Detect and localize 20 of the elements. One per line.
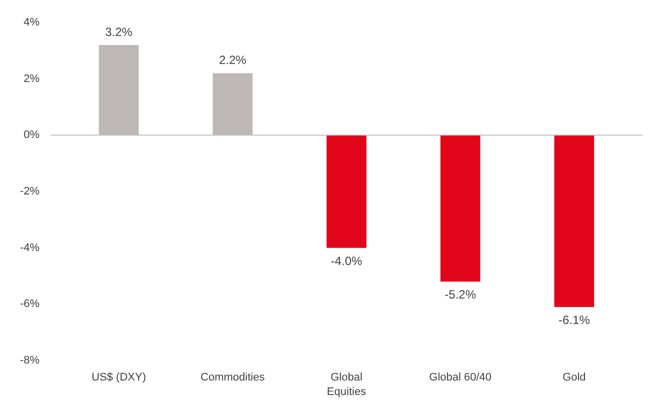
y-tick-label: -6% [20, 298, 40, 310]
x-tick-label: US$ (DXY) [92, 372, 146, 384]
x-tick-label: Global Equities [326, 372, 367, 398]
x-tick-label: Commodities [200, 372, 266, 384]
bar [326, 135, 366, 248]
y-tick-label: -4% [20, 242, 40, 254]
data-label: -4.0% [330, 254, 363, 268]
y-tick-label: -2% [20, 186, 40, 198]
data-label: 2.2% [218, 53, 247, 68]
y-tick-label: 0% [24, 129, 40, 142]
y-tick-label: -8% [20, 354, 40, 366]
x-tick-label: Gold [562, 372, 586, 384]
x-tick-label: Global 60/40 [429, 372, 492, 384]
bar [554, 135, 594, 307]
data-label: -6.1% [558, 312, 590, 327]
y-tick-label: 2% [24, 72, 40, 85]
bar [440, 135, 480, 282]
data-label: 3.2% [105, 25, 133, 40]
y-tick-label: 4% [24, 16, 40, 28]
data-label: -5.2% [444, 288, 476, 302]
